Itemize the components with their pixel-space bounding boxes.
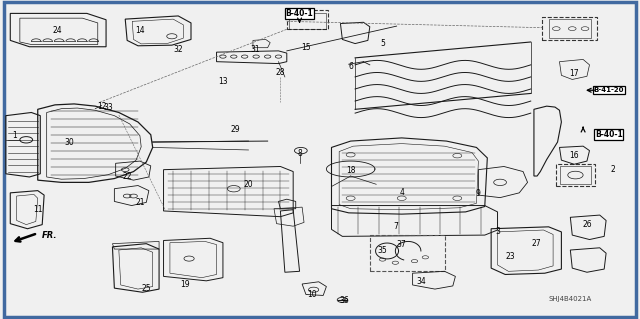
Text: 32: 32	[173, 45, 183, 55]
Text: 11: 11	[33, 205, 42, 214]
Text: 28: 28	[276, 68, 285, 77]
Text: 21: 21	[135, 198, 145, 207]
Text: 37: 37	[397, 240, 406, 249]
Text: B-40-1: B-40-1	[285, 9, 314, 18]
Text: 19: 19	[180, 280, 189, 289]
Text: 36: 36	[339, 296, 349, 305]
Text: 17: 17	[570, 69, 579, 78]
Bar	[542, 17, 596, 41]
Text: 8: 8	[297, 149, 302, 158]
Text: 23: 23	[506, 252, 515, 261]
Text: 1: 1	[12, 131, 17, 140]
Text: B-40-1: B-40-1	[595, 130, 623, 139]
Text: 16: 16	[570, 151, 579, 160]
Text: 15: 15	[301, 43, 311, 52]
Text: 31: 31	[250, 45, 260, 55]
Text: SHJ4B4021A: SHJ4B4021A	[548, 296, 592, 301]
Text: 24: 24	[52, 26, 61, 35]
Text: 4: 4	[399, 188, 404, 197]
Text: 5: 5	[380, 39, 385, 48]
Text: 3: 3	[495, 227, 500, 236]
Bar	[556, 164, 595, 186]
Text: 20: 20	[244, 180, 253, 189]
Text: 10: 10	[308, 290, 317, 299]
Text: 27: 27	[531, 239, 541, 248]
Text: 13: 13	[218, 77, 228, 86]
Text: 26: 26	[582, 220, 592, 229]
Text: 30: 30	[65, 137, 74, 146]
Text: 29: 29	[231, 125, 241, 134]
Text: 12: 12	[97, 102, 106, 111]
Text: 9: 9	[476, 189, 481, 198]
Bar	[370, 235, 445, 271]
Text: 18: 18	[346, 166, 355, 175]
Bar	[287, 10, 328, 29]
Text: B-41-20: B-41-20	[593, 87, 624, 93]
Text: 6: 6	[348, 62, 353, 71]
Text: 25: 25	[141, 284, 151, 293]
Text: 14: 14	[135, 26, 145, 35]
Text: 2: 2	[610, 165, 615, 174]
Text: 22: 22	[122, 173, 132, 182]
Text: 34: 34	[416, 277, 426, 286]
Text: 33: 33	[103, 103, 113, 112]
Text: 35: 35	[378, 247, 387, 256]
Text: FR.: FR.	[42, 231, 58, 240]
Text: 7: 7	[393, 222, 398, 231]
